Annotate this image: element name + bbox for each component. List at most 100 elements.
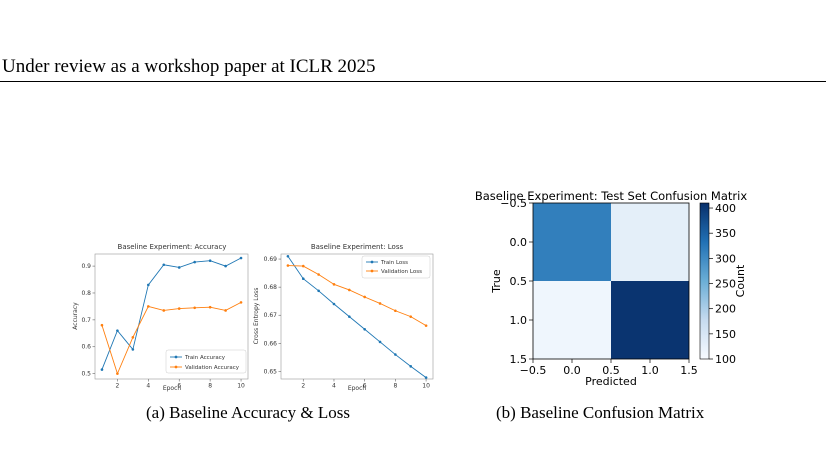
point-train-accuracy xyxy=(193,260,196,264)
x-tick-label: 6 xyxy=(177,383,181,390)
colorbar-tick-label: 350 xyxy=(715,227,736,240)
confusion-x-tick-label: 0.5 xyxy=(602,364,620,377)
confusion-cell-0-0 xyxy=(533,203,611,281)
x-tick-label: 4 xyxy=(332,383,336,390)
legend-validation-accuracy-marker xyxy=(174,365,178,369)
colorbar-tick-label: 400 xyxy=(715,202,736,215)
point-validation-accuracy xyxy=(224,309,227,312)
point-train-accuracy xyxy=(147,283,150,287)
point-train-accuracy xyxy=(100,368,104,371)
x-tick-label: 2 xyxy=(301,383,305,390)
loss-y-label: Cross Entropy Loss xyxy=(253,288,260,345)
point-train-accuracy xyxy=(208,259,212,263)
colorbar-label: Count xyxy=(734,264,747,297)
point-train-loss xyxy=(378,340,382,344)
y-tick-label: 0.65 xyxy=(264,368,278,375)
point-validation-accuracy xyxy=(162,309,166,312)
point-validation-accuracy xyxy=(193,306,196,310)
x-tick-label: 2 xyxy=(115,383,119,390)
loss-chart-title: Baseline Experiment: Loss xyxy=(311,243,404,251)
point-train-accuracy xyxy=(224,264,227,268)
point-train-accuracy xyxy=(177,266,181,269)
confusion-y-tick-label: −0.5 xyxy=(500,197,527,210)
accuracy-plot-frame xyxy=(94,253,249,380)
running-header: Under review as a workshop paper at ICLR… xyxy=(2,56,376,77)
point-validation-loss xyxy=(394,309,397,313)
confusion-x-label: Predicted xyxy=(585,375,637,388)
legend-validation-loss-marker xyxy=(370,269,374,273)
loss-x-label: Epoch xyxy=(348,385,367,392)
point-train-loss xyxy=(363,327,366,331)
legend-train-loss-marker xyxy=(370,260,374,264)
confusion-matrix-chart: Baseline Experiment: Test Set Confusion … xyxy=(475,189,747,388)
point-train-loss xyxy=(348,315,351,318)
point-train-accuracy xyxy=(162,263,166,267)
caption-b-label: (b) xyxy=(496,403,516,422)
colorbar xyxy=(699,202,710,360)
header-rule xyxy=(0,81,826,82)
confusion-x-tick-label: 1.0 xyxy=(641,364,659,377)
caption-a-label: (a) xyxy=(146,403,165,422)
point-train-loss xyxy=(332,302,336,306)
accuracy-legend-box xyxy=(165,349,247,374)
legend-train-accuracy-marker xyxy=(174,355,178,359)
confusion-y-tick-label: 0.5 xyxy=(510,275,528,288)
confusion-cell-1-1 xyxy=(611,281,689,359)
x-tick-label: 10 xyxy=(422,383,430,390)
x-tick-label: 4 xyxy=(146,383,150,390)
colorbar-tick-label: 100 xyxy=(715,353,736,366)
point-train-loss xyxy=(317,289,320,293)
x-tick-label: 8 xyxy=(208,383,212,390)
colorbar-tick-label: 150 xyxy=(715,328,736,341)
confusion-x-tick-label: 0.0 xyxy=(563,364,581,377)
legend-train-loss-label: Train Loss xyxy=(380,260,408,266)
accuracy-y-label: Accuracy xyxy=(72,302,79,330)
legend-validation-loss-label: Validation Loss xyxy=(381,269,422,275)
point-validation-loss xyxy=(301,264,305,268)
confusion-cell-1-0 xyxy=(533,281,611,359)
confusion-y-label: True xyxy=(490,269,503,294)
colorbar-tick-label: 250 xyxy=(715,278,736,291)
accuracy-legend: Train Accuracy Validation Accuracy xyxy=(165,349,247,374)
x-tick-label: 6 xyxy=(363,383,367,390)
loss-chart: Baseline Experiment: Loss 2 4 6 8 10 0.65 0.66… xyxy=(253,243,434,392)
accuracy-chart-title: Baseline Experiment: Accuracy xyxy=(118,243,227,251)
y-tick-label: 0.69 xyxy=(264,256,278,263)
y-tick-label: 0.7 xyxy=(81,317,91,324)
confusion-y-tick-label: 0.0 xyxy=(510,236,528,249)
confusion-x-tick-label: −0.5 xyxy=(520,364,547,377)
accuracy-chart: Baseline Experiment: Accuracy 2 4 6 8 10 0.5 0… xyxy=(72,243,249,392)
confusion-y-tick-label: 1.5 xyxy=(510,353,528,366)
colorbar-tick-label: 300 xyxy=(715,252,736,265)
y-tick-label: 0.6 xyxy=(81,344,91,351)
y-tick-label: 0.68 xyxy=(264,284,278,291)
point-train-loss xyxy=(286,254,290,258)
confusion-matrix-title: Baseline Experiment: Test Set Confusion … xyxy=(475,189,747,203)
accuracy-x-label: Epoch xyxy=(163,385,182,392)
point-train-accuracy xyxy=(131,348,135,351)
point-validation-loss xyxy=(348,288,351,292)
legend-train-accuracy-label: Train Accuracy xyxy=(184,355,226,361)
point-validation-accuracy xyxy=(131,336,135,339)
point-validation-accuracy xyxy=(147,305,150,308)
series-line-validation-accuracy xyxy=(101,301,242,375)
point-validation-accuracy xyxy=(208,305,212,309)
series-line-train-accuracy xyxy=(101,257,242,370)
point-validation-accuracy xyxy=(100,323,104,327)
point-validation-loss xyxy=(363,295,366,299)
point-validation-loss xyxy=(424,324,428,327)
caption-b-text: Baseline Confusion Matrix xyxy=(520,403,705,422)
point-validation-loss xyxy=(409,315,413,318)
caption-a: (a) Baseline Accuracy & Loss xyxy=(146,403,350,423)
point-train-loss xyxy=(301,277,305,281)
point-validation-accuracy xyxy=(239,301,243,304)
point-train-loss xyxy=(424,376,428,379)
caption-b: (b) Baseline Confusion Matrix xyxy=(496,403,704,423)
confusion-cell-0-1 xyxy=(611,203,689,281)
colorbar-tick-label: 200 xyxy=(715,303,736,316)
y-tick-label: 0.5 xyxy=(81,371,91,378)
series-line-validation-loss xyxy=(287,265,427,327)
x-tick-label: 8 xyxy=(393,383,397,390)
point-train-loss xyxy=(409,365,413,368)
caption-a-text: Baseline Accuracy & Loss xyxy=(169,403,350,422)
